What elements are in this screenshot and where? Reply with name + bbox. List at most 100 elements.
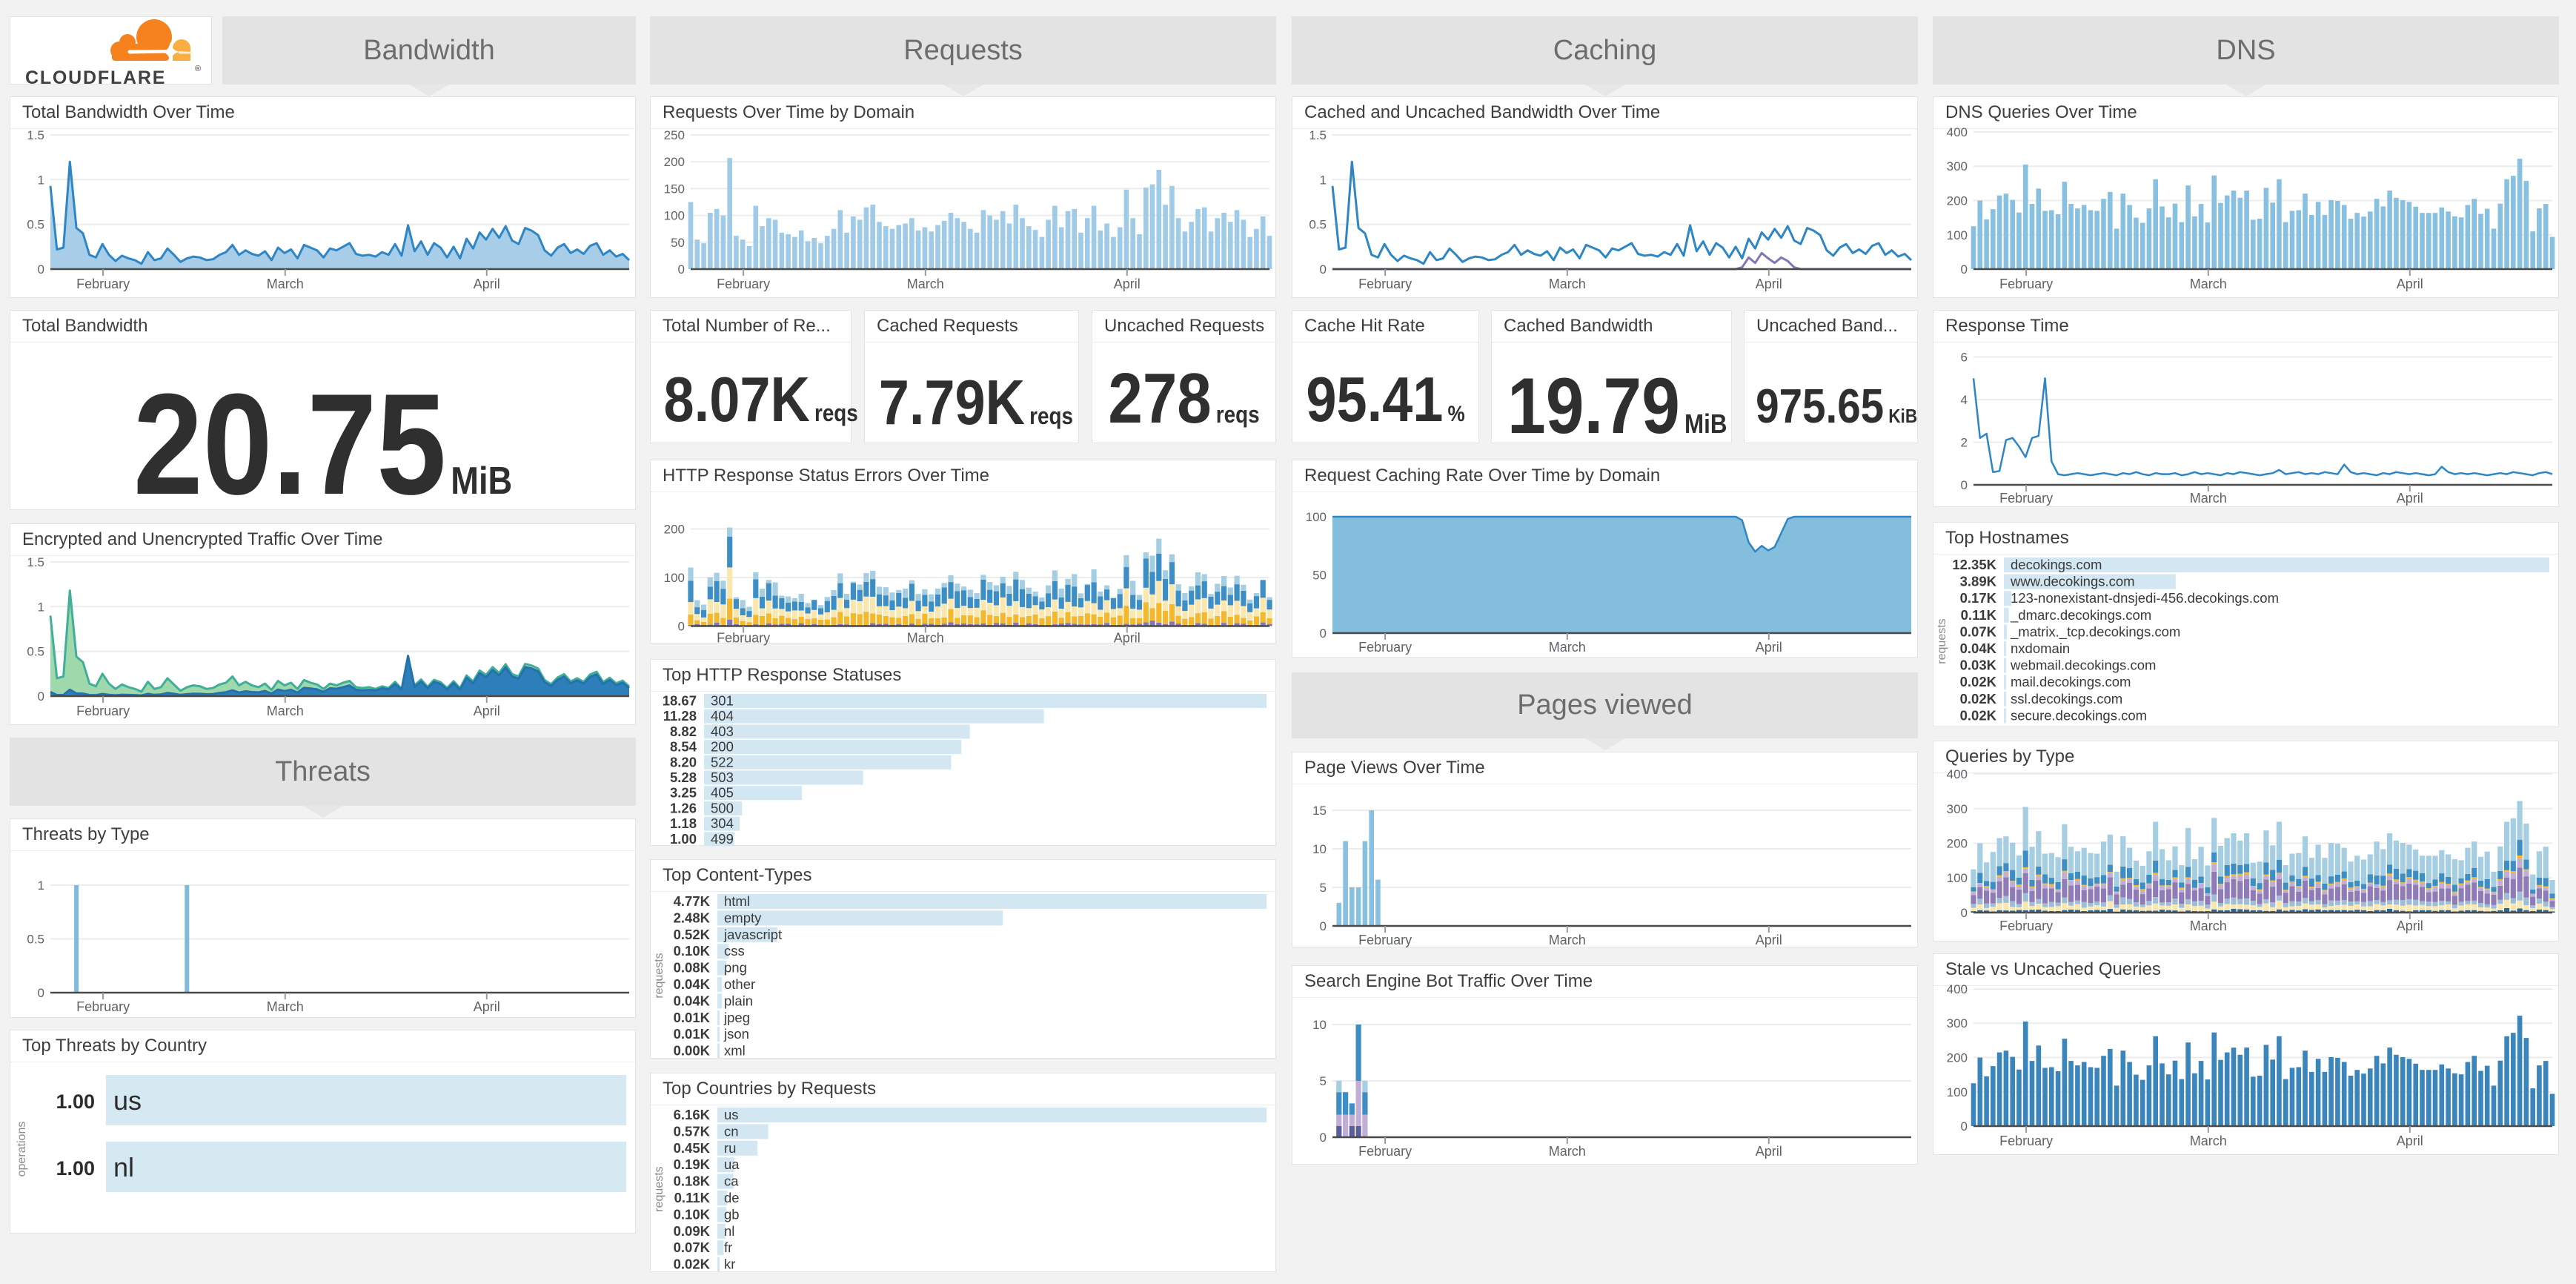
svg-text:February: February [1358,640,1412,655]
svg-text:_matrix._tcp.decokings.com: _matrix._tcp.decokings.com [2010,623,2180,640]
svg-text:4.77K: 4.77K [674,893,711,909]
svg-text:0: 0 [38,689,44,704]
svg-text:0.10K: 0.10K [674,943,711,959]
svg-text:html: html [724,893,750,909]
svg-text:February: February [1358,277,1412,291]
svg-text:requests: requests [653,1166,665,1211]
svg-text:1.00: 1.00 [670,831,697,847]
svg-text:100: 100 [664,209,685,223]
svg-text:March: March [2190,491,2227,506]
svg-text:0.17K: 0.17K [1960,590,1997,606]
svg-text:400: 400 [1947,982,1968,996]
svg-text:0.5: 0.5 [27,933,44,947]
svg-text:1: 1 [38,878,44,893]
svg-text:400: 400 [1947,125,1968,139]
svg-text:April: April [1114,631,1141,646]
svg-text:0: 0 [1320,262,1327,277]
svg-text:0.09K: 0.09K [674,1223,711,1239]
svg-text:April: April [1756,1144,1782,1159]
svg-text:April: April [474,999,500,1014]
svg-text:8.54: 8.54 [670,739,697,755]
svg-text:403: 403 [711,724,734,739]
svg-text:February: February [717,631,770,646]
svg-text:April: April [2397,1134,2423,1148]
svg-text:March: March [2190,919,2227,933]
svg-text:123-nonexistant-dnsjedi-456.de: 123-nonexistant-dnsjedi-456.decokings.co… [2011,590,2279,606]
svg-text:0: 0 [38,262,44,277]
svg-text:0.03K: 0.03K [1960,658,1997,673]
svg-text:March: March [907,277,944,291]
svg-text:0: 0 [1320,1131,1327,1145]
svg-text:February: February [1999,919,2053,933]
svg-text:6: 6 [1961,351,1968,365]
svg-text:5.28: 5.28 [670,770,697,785]
svg-text:ru: ru [724,1140,736,1156]
svg-text:0.07K: 0.07K [674,1240,711,1255]
svg-text:0.5: 0.5 [27,645,44,659]
svg-text:empty: empty [724,910,762,925]
svg-text:March: March [2190,1134,2227,1148]
svg-text:15: 15 [1312,804,1327,818]
svg-text:February: February [1358,1144,1412,1159]
svg-text:_dmarc.decokings.com: _dmarc.decokings.com [2010,607,2151,623]
svg-text:0: 0 [1961,1119,1968,1134]
svg-text:March: March [2190,277,2227,291]
svg-text:300: 300 [1947,1016,1968,1030]
svg-text:0.02K: 0.02K [1960,674,1997,689]
svg-text:April: April [474,277,500,291]
svg-text:0.57K: 0.57K [674,1123,711,1139]
svg-text:1.18: 1.18 [670,815,697,831]
svg-text:March: March [267,999,304,1014]
svg-text:4: 4 [1961,393,1968,407]
svg-text:200: 200 [711,739,734,755]
svg-text:0.02K: 0.02K [674,1257,711,1272]
svg-text:0.11K: 0.11K [1961,607,1997,623]
svg-text:us: us [113,1085,142,1116]
svg-text:April: April [1756,933,1782,947]
svg-text:March: March [267,277,304,291]
svg-text:100: 100 [664,571,685,585]
svg-text:1.00: 1.00 [56,1157,95,1179]
svg-text:0: 0 [1961,262,1968,277]
svg-text:April: April [2397,277,2423,291]
svg-text:1.5: 1.5 [1309,128,1327,142]
svg-text:0: 0 [1961,478,1968,492]
svg-text:0.5: 0.5 [27,218,44,232]
svg-text:requests: requests [1936,618,1948,663]
svg-text:us: us [724,1107,739,1122]
svg-text:April: April [1756,277,1782,291]
svg-text:de: de [724,1190,740,1205]
svg-text:3.25: 3.25 [670,785,697,801]
svg-text:304: 304 [711,815,734,831]
svg-text:0.04K: 0.04K [674,993,711,1008]
svg-text:0.02K: 0.02K [1960,707,1997,723]
svg-text:March: March [907,631,944,646]
svg-text:CLOUDFLARE: CLOUDFLARE [25,67,166,84]
svg-text:0.00K: 0.00K [674,1043,711,1059]
svg-text:0.19K: 0.19K [674,1156,711,1172]
svg-text:400: 400 [1947,767,1968,781]
svg-text:nl: nl [113,1152,134,1182]
svg-text:200: 200 [1947,1051,1968,1065]
svg-text:March: March [1549,933,1586,947]
svg-text:5: 5 [1320,881,1327,895]
svg-text:10: 10 [1312,1018,1327,1032]
svg-text:April: April [1114,277,1141,291]
svg-text:kr: kr [724,1257,735,1272]
svg-text:300: 300 [1947,159,1968,173]
svg-text:0: 0 [38,986,44,1000]
svg-text:2.48K: 2.48K [674,910,711,925]
svg-text:plain: plain [724,993,753,1008]
svg-text:1: 1 [38,600,44,614]
svg-text:1: 1 [1320,173,1327,187]
svg-text:2: 2 [1961,436,1968,450]
svg-text:522: 522 [711,754,734,770]
svg-text:0.08K: 0.08K [674,960,711,976]
svg-text:nxdomain: nxdomain [2011,641,2070,656]
svg-text:0: 0 [1320,626,1327,641]
svg-text:operations: operations [16,1122,28,1177]
svg-text:1.5: 1.5 [27,128,44,142]
svg-text:webmail.decokings.com: webmail.decokings.com [2010,658,2156,673]
svg-text:February: February [1999,277,2053,291]
svg-text:February: February [76,277,130,291]
